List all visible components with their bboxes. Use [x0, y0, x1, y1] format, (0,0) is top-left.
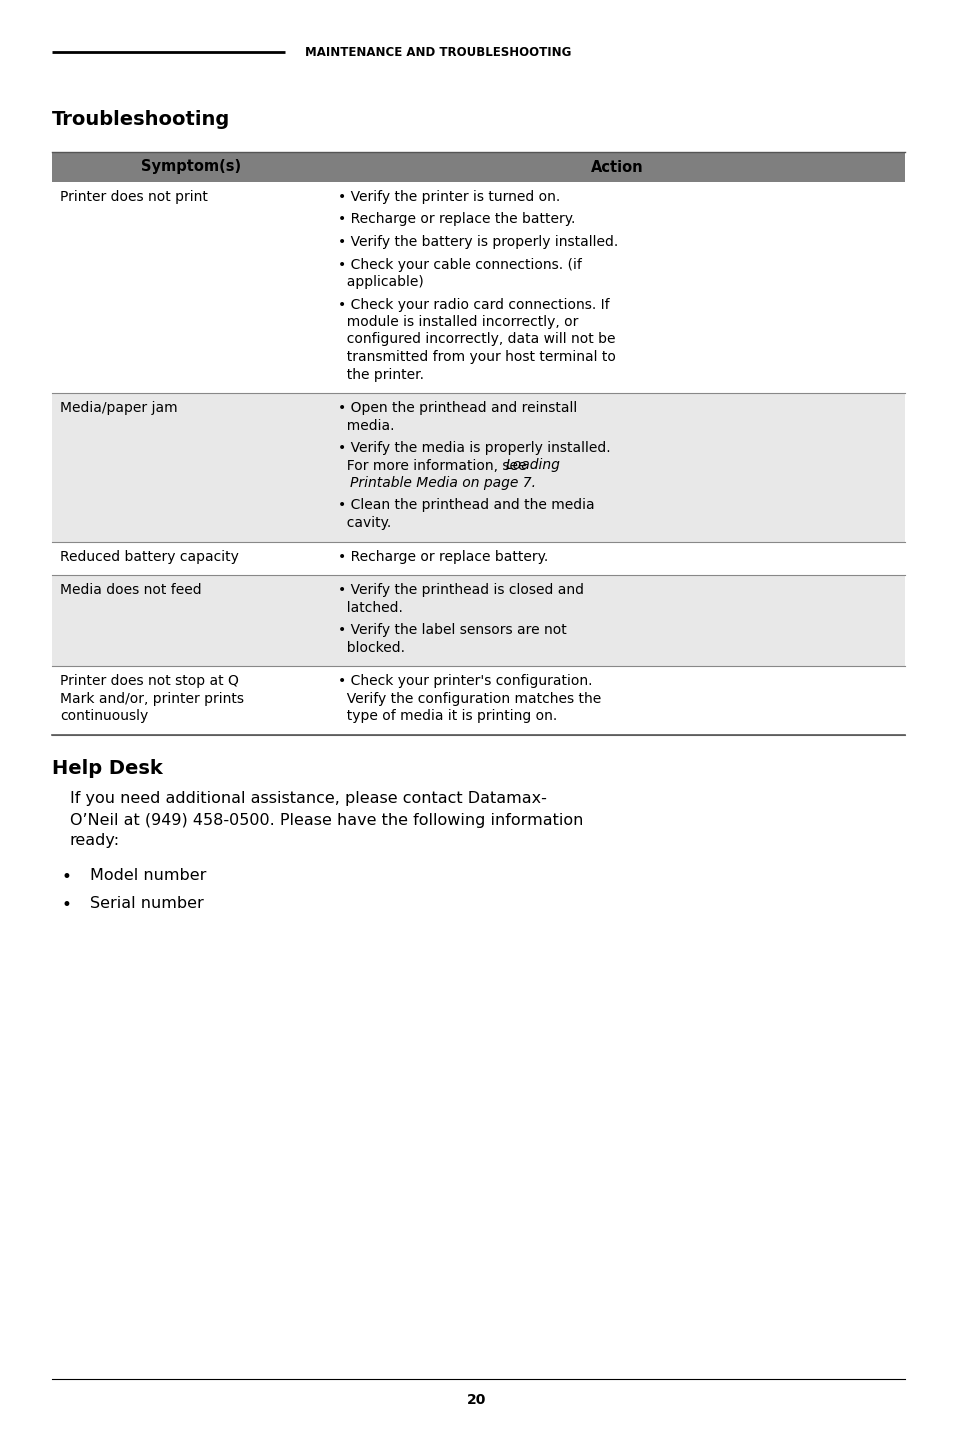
Bar: [52, 182, 904, 394]
Text: module is installed incorrectly, or: module is installed incorrectly, or: [337, 315, 578, 329]
Text: transmitted from your host terminal to: transmitted from your host terminal to: [337, 351, 616, 363]
Text: type of media it is printing on.: type of media it is printing on.: [337, 708, 557, 723]
Text: MAINTENANCE AND TROUBLESHOOTING: MAINTENANCE AND TROUBLESHOOTING: [305, 46, 571, 59]
Text: • Clean the printhead and the media: • Clean the printhead and the media: [337, 498, 594, 512]
Text: • Check your cable connections. (if: • Check your cable connections. (if: [337, 258, 581, 272]
Bar: [52, 541, 904, 575]
Text: ready:: ready:: [70, 833, 120, 849]
Text: the printer.: the printer.: [337, 368, 423, 382]
Text: media.: media.: [337, 418, 395, 432]
Text: • Verify the label sensors are not: • Verify the label sensors are not: [337, 622, 566, 637]
Text: 20: 20: [467, 1392, 486, 1407]
Text: • Verify the printer is turned on.: • Verify the printer is turned on.: [337, 190, 559, 205]
Text: Action: Action: [591, 159, 643, 175]
Text: cavity.: cavity.: [337, 517, 391, 529]
Text: Media/paper jam: Media/paper jam: [60, 401, 177, 415]
Text: For more information, see: For more information, see: [337, 458, 530, 472]
Text: • Check your printer's configuration.: • Check your printer's configuration.: [337, 674, 592, 688]
Text: continuously: continuously: [60, 708, 148, 723]
Text: • Verify the printhead is closed and: • Verify the printhead is closed and: [337, 582, 583, 597]
Text: Media does not feed: Media does not feed: [60, 582, 201, 597]
Bar: [52, 152, 904, 182]
Text: •: •: [62, 869, 71, 886]
Bar: [52, 394, 904, 541]
Text: Serial number: Serial number: [90, 896, 204, 912]
Text: Symptom(s): Symptom(s): [141, 159, 241, 175]
Text: applicable): applicable): [337, 275, 423, 289]
Text: Printer does not stop at Q: Printer does not stop at Q: [60, 674, 238, 688]
Text: Printer does not print: Printer does not print: [60, 190, 208, 205]
Text: • Check your radio card connections. If: • Check your radio card connections. If: [337, 298, 609, 312]
Text: Printable Media on page 7.: Printable Media on page 7.: [350, 477, 536, 489]
Text: • Open the printhead and reinstall: • Open the printhead and reinstall: [337, 401, 577, 415]
Text: • Verify the media is properly installed.: • Verify the media is properly installed…: [337, 441, 610, 455]
Text: • Verify the battery is properly installed.: • Verify the battery is properly install…: [337, 235, 618, 249]
Text: latched.: latched.: [337, 601, 402, 614]
Text: Verify the configuration matches the: Verify the configuration matches the: [337, 691, 600, 705]
Text: •: •: [62, 896, 71, 914]
Bar: [52, 575, 904, 665]
Text: • Recharge or replace the battery.: • Recharge or replace the battery.: [337, 212, 575, 226]
Text: Mark and/or, printer prints: Mark and/or, printer prints: [60, 691, 244, 705]
Text: configured incorrectly, data will not be: configured incorrectly, data will not be: [337, 332, 615, 346]
Text: Troubleshooting: Troubleshooting: [52, 110, 230, 129]
Text: Reduced battery capacity: Reduced battery capacity: [60, 550, 238, 564]
Text: blocked.: blocked.: [337, 641, 405, 654]
Text: O’Neil at (949) 458-0500. Please have the following information: O’Neil at (949) 458-0500. Please have th…: [70, 813, 583, 827]
Text: If you need additional assistance, please contact Datamax-: If you need additional assistance, pleas…: [70, 791, 546, 807]
Text: Loading: Loading: [505, 458, 560, 472]
Text: Help Desk: Help Desk: [52, 760, 163, 778]
Text: Model number: Model number: [90, 869, 206, 883]
Bar: [52, 665, 904, 734]
Text: • Recharge or replace battery.: • Recharge or replace battery.: [337, 550, 548, 564]
